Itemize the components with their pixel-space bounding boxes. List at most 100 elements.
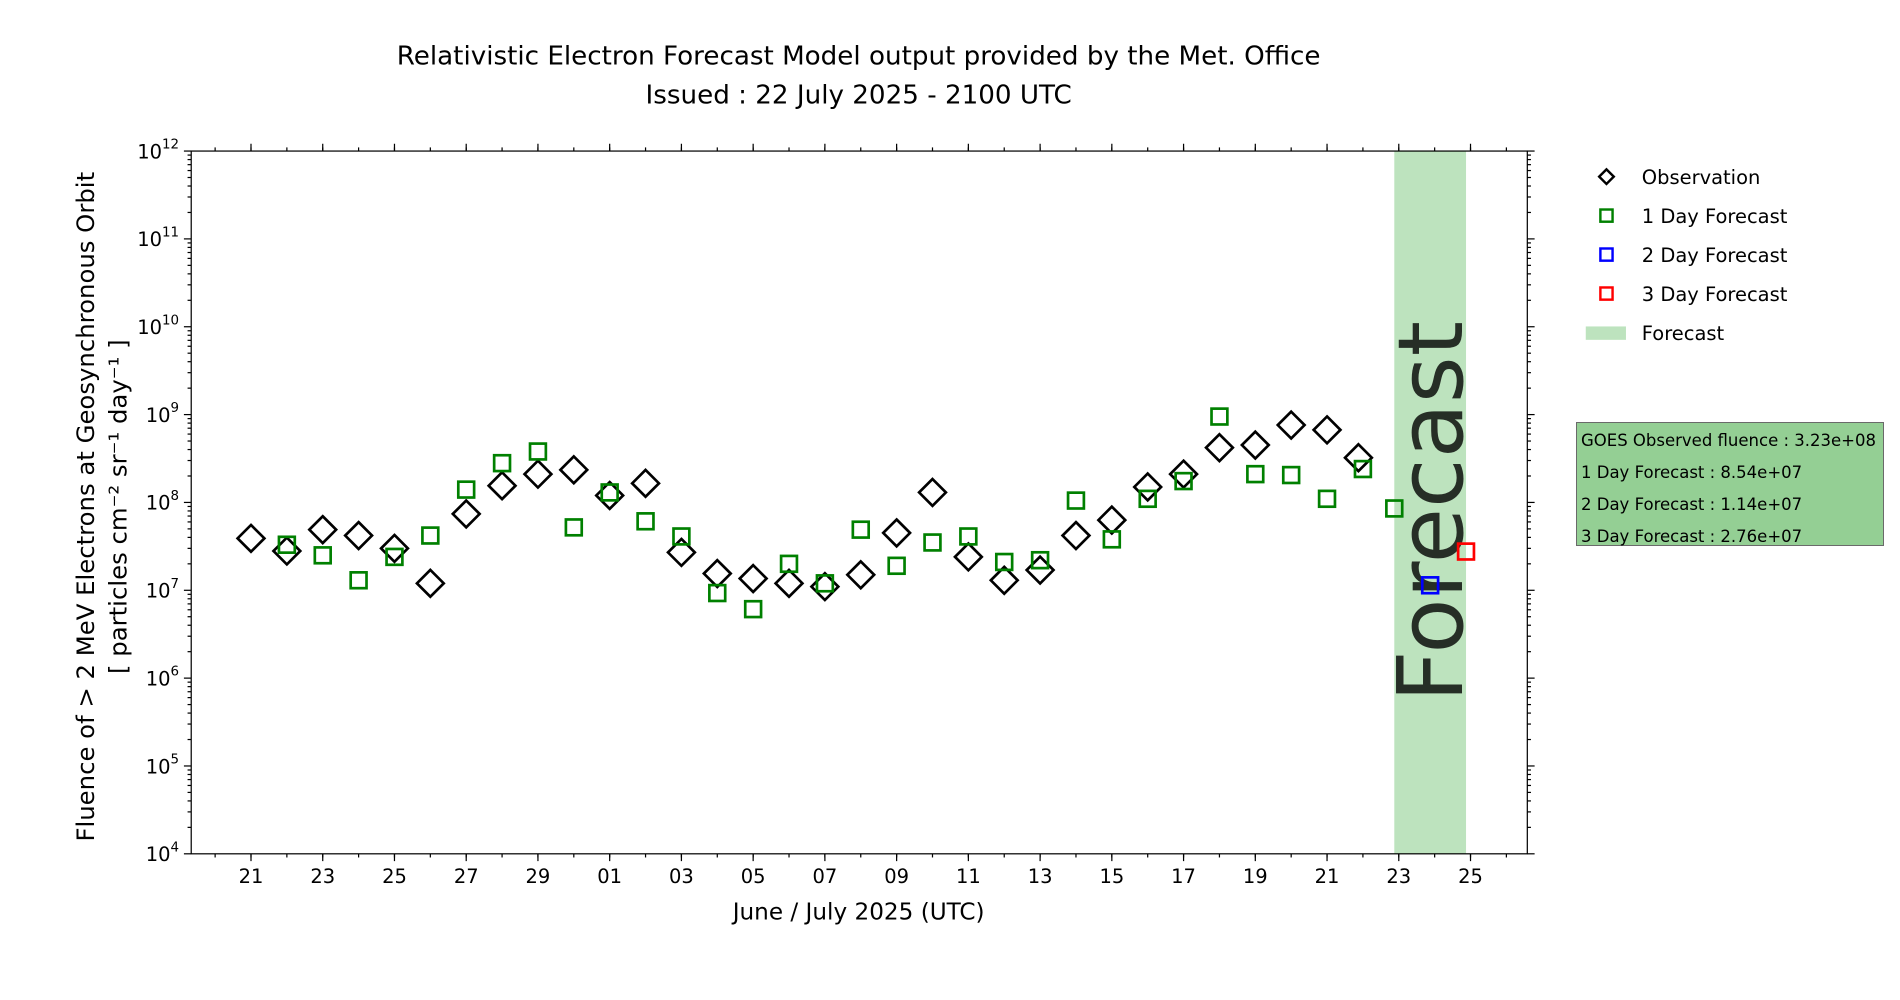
observation-point [1024,554,1056,586]
observation-point [343,520,374,551]
2-day-forecast-point [1420,576,1440,595]
y-tick-exponent: 10 [162,313,179,328]
observation-point [307,514,339,545]
y-tick-label: 108 [146,489,179,515]
observation-point [917,477,948,508]
1-day-forecast-point [1174,471,1193,491]
data-markers [235,407,1476,619]
x-tick-label: 17 [1171,865,1196,888]
one-day-forecast-value: 1 Day Forecast : 8.54e+07 [1581,463,1803,482]
fluence-summary-box: GOES Observed fluence : 3.23e+08 1 Day F… [1576,422,1884,546]
legend-forecast-patch [1585,326,1626,340]
1-day-forecast-point [1353,459,1373,479]
observation-point [1132,471,1163,503]
x-tick-label: 23 [310,865,335,888]
plot-frame [190,150,1528,855]
y-tick-label: 106 [146,665,179,691]
chart-subtitle: Issued : 22 July 2025 - 2100 UTC [646,81,1072,111]
3-day-forecast-point [1456,542,1476,561]
y-tick-exponent: 5 [171,753,180,768]
y-tick-label: 109 [146,401,179,427]
1-day-forecast-point [708,583,727,603]
legend-3day-marker [1599,286,1614,301]
y-tick-label: 107 [146,577,179,603]
observation-point [1240,429,1271,461]
1-day-forecast-point [1246,464,1265,484]
two-day-forecast-value: 2 Day Forecast : 1.14e+07 [1581,495,1803,514]
observation-point [522,458,554,490]
observation-point [845,559,877,591]
forecast-band-text: Forecast [1379,321,1484,702]
forecast-band [1394,151,1467,854]
y-tick-exponent: 9 [171,401,180,416]
1-day-forecast-point [277,535,297,554]
1-day-forecast-point [923,533,942,552]
observation-point [486,470,518,502]
1-day-forecast-point [1102,530,1122,549]
1-day-forecast-point [564,518,584,537]
x-tick-label: 15 [1099,865,1124,888]
x-tick-label: 19 [1243,865,1268,888]
chart-title: Relativistic Electron Forecast Model out… [397,42,1321,72]
observation-point [953,541,984,573]
x-tick-label: 25 [382,865,407,888]
observation-point [1204,432,1235,463]
1-day-forecast-point [959,527,978,546]
observation-point [809,571,841,602]
x-tick-label: 11 [956,865,981,888]
x-tick-label: 21 [1315,865,1340,888]
observation-point [558,454,590,486]
1-day-forecast-point [1385,499,1404,518]
1-day-forecast-point [851,520,871,539]
y-tick-exponent: 4 [171,840,180,855]
x-tick-label: 27 [454,865,479,888]
1-day-forecast-point [815,574,835,593]
legend-observation-marker [1597,167,1616,186]
1-day-forecast-point [528,442,548,461]
y-tick-exponent: 11 [162,225,179,240]
1-day-forecast-point [672,527,691,546]
x-tick-label: 07 [812,865,837,888]
1-day-forecast-point [994,552,1014,572]
1-day-forecast-point [1066,491,1086,510]
observation-point [235,523,267,554]
y-tick-label: 105 [146,753,179,779]
observation-point [1343,442,1374,473]
goes-observed-fluence: GOES Observed fluence : 3.23e+08 [1581,431,1876,450]
observation-point [1060,520,1092,551]
1-day-forecast-point [313,546,332,565]
1-day-forecast-point [421,526,440,545]
observation-point [594,480,625,511]
y-tick-label: 104 [146,840,179,866]
legend-3day: 3 Day Forecast [1642,283,1788,306]
legend-observation: Observation [1642,166,1761,189]
three-day-forecast-value: 3 Day Forecast : 2.76e+07 [1581,527,1803,546]
legend: Observation 1 Day Forecast 2 Day Forecas… [1585,166,1788,345]
x-tick-label: 29 [526,865,551,888]
y-tick-exponent: 7 [171,577,180,592]
x-tick-label: 21 [239,865,264,888]
y-tick-exponent: 12 [162,138,179,153]
1-day-forecast-point [1281,465,1301,485]
observation-point [1168,458,1199,490]
observation-point [737,563,769,594]
legend-2day: 2 Day Forecast [1642,244,1788,267]
1-day-forecast-point [385,547,404,567]
1-day-forecast-point [779,554,799,574]
observation-point [1096,504,1128,536]
legend-1day-marker [1599,208,1614,223]
x-axis-label: June / July 2025 (UTC) [731,900,985,926]
1-day-forecast-point [1030,550,1050,570]
observation-point [1275,409,1307,441]
1-day-forecast-point [887,556,906,576]
y-tick-label: 1012 [137,138,179,164]
legend-2day-marker [1599,247,1614,262]
observation-point [450,498,482,530]
observation-point [701,558,733,589]
observation-point [988,564,1020,596]
y-tick-exponent: 8 [171,489,180,504]
1-day-forecast-point [636,512,655,531]
legend-1day: 1 Day Forecast [1642,205,1788,228]
